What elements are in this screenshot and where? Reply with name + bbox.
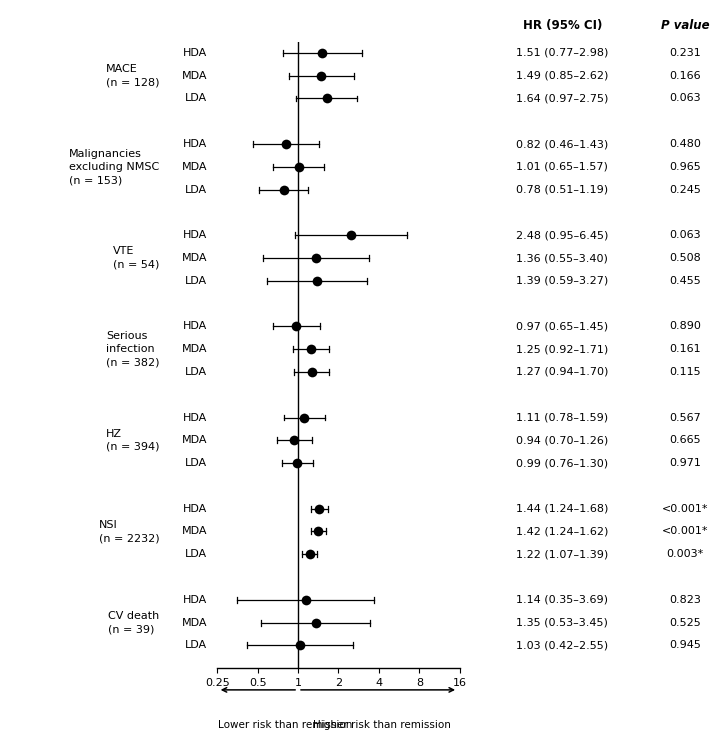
Text: LDA: LDA bbox=[185, 549, 208, 559]
Text: 1.44 (1.24–1.68): 1.44 (1.24–1.68) bbox=[516, 504, 609, 513]
Text: LDA: LDA bbox=[185, 640, 208, 650]
Text: HDA: HDA bbox=[183, 504, 208, 513]
Text: Malignancies
excluding NMSC
(n = 153): Malignancies excluding NMSC (n = 153) bbox=[69, 149, 159, 185]
Text: 0.823: 0.823 bbox=[669, 595, 701, 605]
Text: 0.508: 0.508 bbox=[669, 253, 701, 263]
Text: MDA: MDA bbox=[182, 618, 208, 627]
Text: 0.971: 0.971 bbox=[669, 458, 701, 468]
Text: 1.11 (0.78–1.59): 1.11 (0.78–1.59) bbox=[516, 412, 608, 423]
Text: 0.161: 0.161 bbox=[669, 344, 701, 354]
Text: 1.25 (0.92–1.71): 1.25 (0.92–1.71) bbox=[516, 344, 609, 354]
Text: Serious
infection
(n = 382): Serious infection (n = 382) bbox=[106, 331, 159, 368]
Text: HDA: HDA bbox=[183, 48, 208, 58]
Text: 0.115: 0.115 bbox=[669, 367, 701, 377]
Text: 1.39 (0.59–3.27): 1.39 (0.59–3.27) bbox=[516, 276, 609, 286]
Text: 1.27 (0.94–1.70): 1.27 (0.94–1.70) bbox=[516, 367, 609, 377]
Text: 0.480: 0.480 bbox=[669, 139, 701, 149]
Text: 0.455: 0.455 bbox=[669, 276, 701, 286]
Text: 0.231: 0.231 bbox=[669, 48, 701, 58]
Text: 0.525: 0.525 bbox=[669, 618, 701, 627]
Text: 0.965: 0.965 bbox=[669, 162, 701, 172]
Text: MDA: MDA bbox=[182, 162, 208, 172]
Text: 0.063: 0.063 bbox=[669, 230, 701, 240]
Text: 2.48 (0.95–6.45): 2.48 (0.95–6.45) bbox=[516, 230, 609, 240]
Text: LDA: LDA bbox=[185, 458, 208, 468]
Text: 0.665: 0.665 bbox=[669, 436, 701, 445]
Text: Lower risk than remission: Lower risk than remission bbox=[218, 720, 353, 729]
Text: <0.001*: <0.001* bbox=[662, 504, 708, 513]
Text: HZ
(n = 394): HZ (n = 394) bbox=[106, 429, 159, 452]
Text: NSI
(n = 2232): NSI (n = 2232) bbox=[98, 520, 159, 543]
Text: LDA: LDA bbox=[185, 185, 208, 195]
Text: MDA: MDA bbox=[182, 526, 208, 537]
Text: HDA: HDA bbox=[183, 230, 208, 240]
Text: 0.166: 0.166 bbox=[669, 71, 701, 81]
Text: HR (95% CI): HR (95% CI) bbox=[523, 20, 602, 32]
Text: HDA: HDA bbox=[183, 139, 208, 149]
Text: LDA: LDA bbox=[185, 276, 208, 286]
Text: 1.42 (1.24–1.62): 1.42 (1.24–1.62) bbox=[516, 526, 609, 537]
Text: HDA: HDA bbox=[183, 595, 208, 605]
Text: 1.22 (1.07–1.39): 1.22 (1.07–1.39) bbox=[516, 549, 609, 559]
Text: 0.97 (0.65–1.45): 0.97 (0.65–1.45) bbox=[516, 322, 608, 331]
Text: VTE
(n = 54): VTE (n = 54) bbox=[113, 246, 159, 270]
Text: LDA: LDA bbox=[185, 367, 208, 377]
Text: 0.890: 0.890 bbox=[669, 322, 701, 331]
Text: 1.03 (0.42–2.55): 1.03 (0.42–2.55) bbox=[516, 640, 608, 650]
Text: 1.36 (0.55–3.40): 1.36 (0.55–3.40) bbox=[516, 253, 608, 263]
Text: <0.001*: <0.001* bbox=[662, 526, 708, 537]
Text: Higher risk than remission: Higher risk than remission bbox=[313, 720, 451, 729]
Text: 0.567: 0.567 bbox=[669, 412, 701, 423]
Text: HDA: HDA bbox=[183, 322, 208, 331]
Text: MDA: MDA bbox=[182, 344, 208, 354]
Text: 1.14 (0.35–3.69): 1.14 (0.35–3.69) bbox=[516, 595, 608, 605]
Text: 1.49 (0.85–2.62): 1.49 (0.85–2.62) bbox=[516, 71, 609, 81]
Text: 0.94 (0.70–1.26): 0.94 (0.70–1.26) bbox=[516, 436, 609, 445]
Text: 0.945: 0.945 bbox=[669, 640, 701, 650]
Text: LDA: LDA bbox=[185, 94, 208, 103]
Text: MACE
(n = 128): MACE (n = 128) bbox=[106, 64, 159, 88]
Text: 0.003*: 0.003* bbox=[666, 549, 704, 559]
Text: HDA: HDA bbox=[183, 412, 208, 423]
Text: P value: P value bbox=[660, 20, 710, 32]
Text: MDA: MDA bbox=[182, 436, 208, 445]
Text: 0.78 (0.51–1.19): 0.78 (0.51–1.19) bbox=[516, 185, 608, 195]
Text: MDA: MDA bbox=[182, 71, 208, 81]
Text: 1.51 (0.77–2.98): 1.51 (0.77–2.98) bbox=[516, 48, 609, 58]
Text: 0.99 (0.76–1.30): 0.99 (0.76–1.30) bbox=[516, 458, 608, 468]
Text: CV death
(n = 39): CV death (n = 39) bbox=[108, 611, 159, 634]
Text: 1.64 (0.97–2.75): 1.64 (0.97–2.75) bbox=[516, 94, 609, 103]
Text: 0.82 (0.46–1.43): 0.82 (0.46–1.43) bbox=[516, 139, 609, 149]
Text: 1.35 (0.53–3.45): 1.35 (0.53–3.45) bbox=[516, 618, 608, 627]
Text: 0.063: 0.063 bbox=[669, 94, 701, 103]
Text: 1.01 (0.65–1.57): 1.01 (0.65–1.57) bbox=[516, 162, 608, 172]
Text: 0.245: 0.245 bbox=[669, 185, 701, 195]
Text: MDA: MDA bbox=[182, 253, 208, 263]
